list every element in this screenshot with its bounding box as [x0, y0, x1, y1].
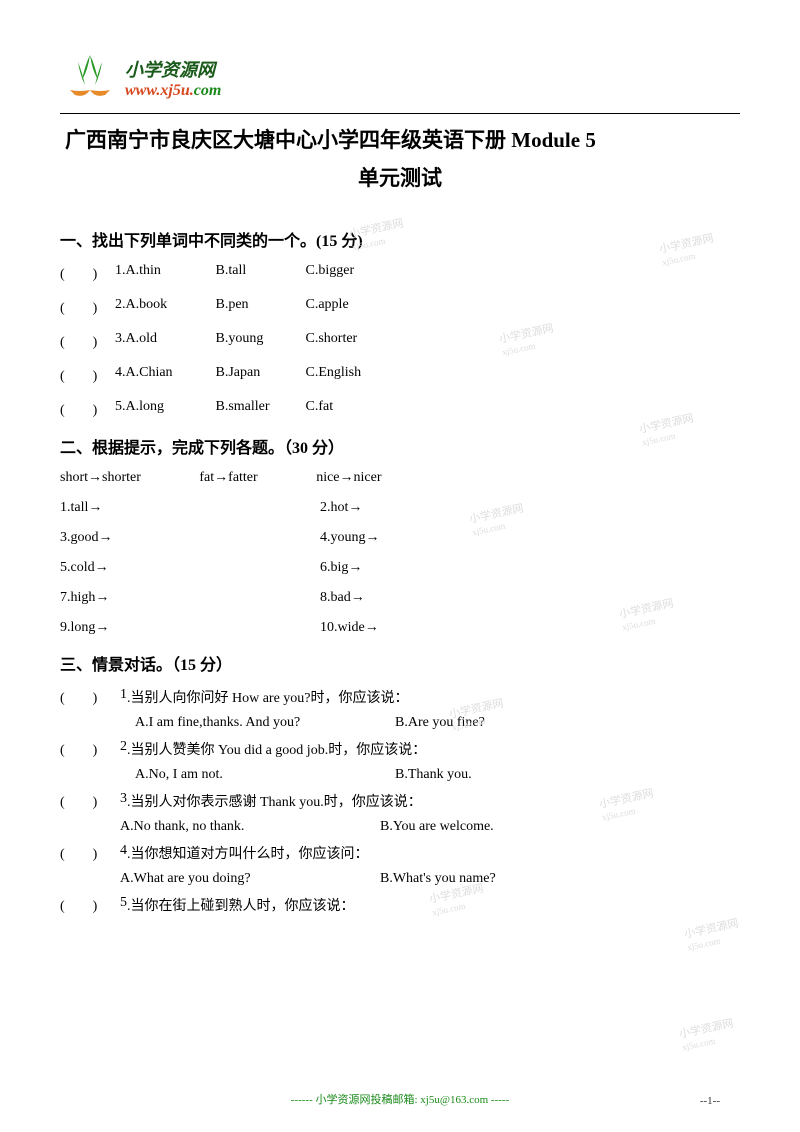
section1-title: 一、找出下列单词中不同类的一个。(15 分): [60, 227, 740, 251]
blank: ( ): [60, 399, 115, 419]
logo-url: www.xj5u.com: [125, 82, 221, 100]
blank: ( ): [60, 331, 115, 351]
page-title: 广西南宁市良庆区大塘中心小学四年级英语下册 Module 5: [60, 124, 740, 154]
s3-q5: ( ) 5 .当你在街上碰到熟人时，你应该说：: [60, 895, 740, 915]
blank: ( ): [60, 895, 120, 915]
page-subtitle: 单元测试: [60, 162, 740, 192]
page-number: --1--: [700, 1095, 720, 1107]
s2-row5: 9.long→ 10.wide→: [60, 620, 740, 636]
logo-cn-text: 小学资源网: [125, 56, 221, 82]
s3-q2-opts: A.No, I am not. B.Thank you.: [60, 767, 740, 783]
s3-q1-opts: A.I am fine,thanks. And you? B.Are you f…: [60, 715, 740, 731]
s2-row2: 3.good→ 4.young→: [60, 530, 740, 546]
blank: ( ): [60, 843, 120, 863]
s3-q1: ( ) 1 .当别人向你问好 How are you?时，你应该说：: [60, 687, 740, 707]
section2-title: 二、根据提示，完成下列各题。（30 分）: [60, 434, 740, 458]
watermark: 小学资源网 xj5u.com: [683, 915, 743, 954]
blank: ( ): [60, 687, 120, 707]
footer-text: ------ 小学资源网投稿邮箱: xj5u@163.com -----: [0, 1091, 800, 1107]
section3-title: 三、情景对话。（15 分）: [60, 651, 740, 675]
s3-q3-opts: A.No thank, no thank. B.You are welcome.: [60, 819, 740, 835]
blank: ( ): [60, 739, 120, 759]
watermark: 小学资源网 xj5u.com: [678, 1015, 738, 1054]
s2-row3: 5.cold→ 6.big→: [60, 560, 740, 576]
s1-q3: ( ) 3. A.old B.young C.shorter: [60, 331, 740, 351]
divider-line: [60, 113, 740, 114]
logo-area: 小学资源网 www.xj5u.com: [60, 50, 740, 105]
s3-q2: ( ) 2 .当别人赞美你 You did a good job.时，你应该说：: [60, 739, 740, 759]
blank: ( ): [60, 791, 120, 811]
s2-row4: 7.high→ 8.bad→: [60, 590, 740, 606]
s2-examples: short→shorter fat→fatter nice→nicer: [60, 470, 740, 486]
s1-q4: ( ) 4. A.Chian B.Japan C.English: [60, 365, 740, 385]
blank: ( ): [60, 365, 115, 385]
s1-q2: ( ) 2. A.book B.pen C.apple: [60, 297, 740, 317]
s2-row1: 1.tall→ 2.hot→: [60, 500, 740, 516]
s3-q4: ( ) 4 .当你想知道对方叫什么时，你应该问：: [60, 843, 740, 863]
blank: ( ): [60, 263, 115, 283]
s1-q1: ( ) 1. A.thin B.tall C.bigger: [60, 263, 740, 283]
blank: ( ): [60, 297, 115, 317]
s1-q5: ( ) 5. A.long B.smaller C.fat: [60, 399, 740, 419]
s3-q4-opts: A.What are you doing? B.What's you name?: [60, 871, 740, 887]
logo-icon: [60, 50, 120, 105]
logo-text: 小学资源网 www.xj5u.com: [125, 56, 221, 100]
s3-q3: ( ) 3 .当别人对你表示感谢 Thank you.时，你应该说：: [60, 791, 740, 811]
